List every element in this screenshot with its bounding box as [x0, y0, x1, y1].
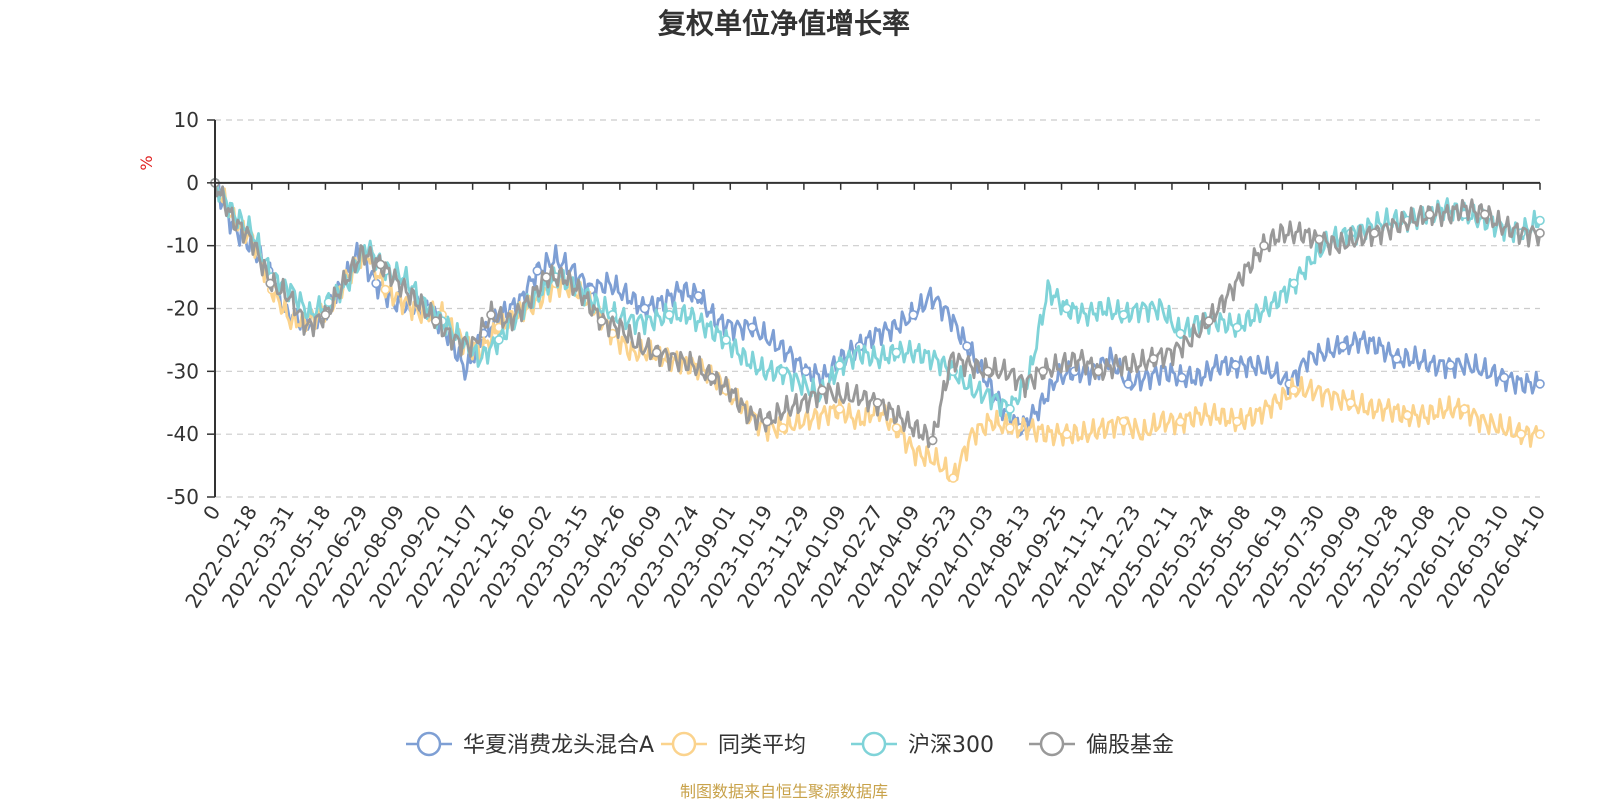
series-point-1	[747, 322, 758, 333]
series-point-2	[1459, 404, 1470, 414]
series-point-4	[983, 366, 993, 377]
series-point-3	[1232, 322, 1242, 333]
legend-swatch-marker[interactable]	[861, 731, 887, 757]
series-point-2	[1289, 385, 1299, 396]
y-axis-unit: %	[137, 155, 156, 170]
series-point-4	[1038, 366, 1048, 377]
series-point-3	[834, 360, 845, 370]
series-point-3	[778, 366, 788, 377]
series-point-2	[1516, 429, 1526, 440]
series-point-3	[1289, 278, 1299, 289]
series-point-3	[664, 309, 675, 320]
legend-swatch-marker[interactable]	[671, 731, 697, 757]
series-lines	[210, 178, 1545, 483]
series-point-1	[693, 291, 704, 301]
series-point-4	[320, 309, 331, 320]
series-point-2	[380, 284, 391, 295]
series-point-3	[1005, 404, 1015, 414]
series-point-3	[1535, 215, 1545, 226]
legend-label-3[interactable]: 沪深300	[908, 733, 994, 758]
series-point-2	[1118, 416, 1129, 427]
legend-swatch-marker[interactable]	[1039, 731, 1065, 757]
series-point-4	[1148, 353, 1159, 364]
series-point-1	[1338, 341, 1348, 352]
series-point-4	[1314, 234, 1324, 245]
series-point-4	[541, 272, 552, 282]
series-point-1	[371, 278, 381, 289]
series-point-1	[908, 309, 919, 320]
legend: 华夏消费龙头混合A 同类平均 沪深300 偏股基金	[406, 731, 1174, 758]
series-point-4	[872, 397, 883, 408]
series-point-2	[1345, 397, 1356, 408]
series-point-4	[817, 385, 828, 396]
x-tick-label: 0	[198, 501, 225, 525]
legend-label-1[interactable]: 华夏消费龙头混合A	[463, 733, 654, 758]
series-point-3	[1118, 309, 1129, 320]
series-point-4	[265, 278, 276, 289]
series-point-4	[1093, 366, 1104, 377]
series-point-4	[762, 416, 772, 427]
legend-swatch-marker[interactable]	[416, 731, 442, 757]
series-point-4	[707, 372, 717, 383]
series-point-1	[1123, 379, 1133, 389]
series-point-1	[801, 366, 811, 377]
series-point-4	[1535, 228, 1545, 238]
series-point-1	[962, 341, 972, 352]
series-point-4	[1424, 209, 1435, 220]
series-point-2	[778, 423, 788, 433]
series-point-2	[1535, 429, 1545, 440]
axes	[207, 119, 1541, 498]
series-point-2	[891, 423, 902, 433]
x-tick-labels: 02022-02-182022-03-312022-05-182022-06-2…	[180, 501, 1550, 612]
series-point-3	[494, 335, 504, 345]
source-note: 制图数据来自恒生聚源数据库	[680, 782, 888, 800]
series-point-4	[651, 347, 662, 358]
series-point-2	[948, 473, 959, 483]
y-tick-label: -30	[166, 359, 199, 383]
series-point-4	[596, 316, 607, 326]
series-point-4	[1204, 316, 1214, 326]
series-point-4	[375, 259, 386, 270]
y-tick-label: -10	[166, 234, 199, 258]
series-point-1	[1445, 360, 1456, 370]
series-point-1	[1499, 372, 1509, 383]
series-point-4	[430, 316, 441, 326]
legend-label-2[interactable]: 同类平均	[718, 733, 806, 758]
series-point-1	[1177, 372, 1187, 383]
y-tick-label: 10	[174, 108, 199, 132]
series-point-4	[1369, 228, 1380, 238]
series-point-2	[834, 404, 845, 414]
y-tick-label: 0	[186, 171, 199, 195]
y-tick-labels: 10 0 -10 -20 -30 -40 -50	[166, 108, 199, 509]
series-point-4	[927, 435, 938, 446]
series-point-4	[1480, 209, 1490, 220]
series-point-4	[1259, 240, 1269, 251]
series-point-3	[721, 335, 731, 345]
series-point-2	[1232, 416, 1242, 427]
chart-title: 复权单位净值增长率	[658, 7, 910, 40]
series-point-2	[1062, 429, 1072, 440]
series-point-4	[486, 309, 496, 320]
series-point-1	[1392, 353, 1402, 364]
series-point-1	[639, 303, 650, 314]
series-point-3	[1062, 303, 1072, 314]
series-point-3	[1175, 328, 1186, 339]
series-point-2	[1005, 423, 1015, 433]
series-point-2	[1402, 410, 1413, 421]
y-tick-label: -50	[166, 485, 199, 509]
legend-label-4[interactable]: 偏股基金	[1086, 733, 1174, 758]
series-point-1	[1230, 360, 1241, 370]
y-tick-label: -40	[166, 422, 199, 446]
y-tick-label: -20	[166, 297, 199, 321]
series-point-2	[1175, 416, 1186, 427]
series-point-3	[891, 347, 902, 358]
series-point-1	[532, 265, 543, 276]
series-point-1	[1535, 379, 1545, 389]
